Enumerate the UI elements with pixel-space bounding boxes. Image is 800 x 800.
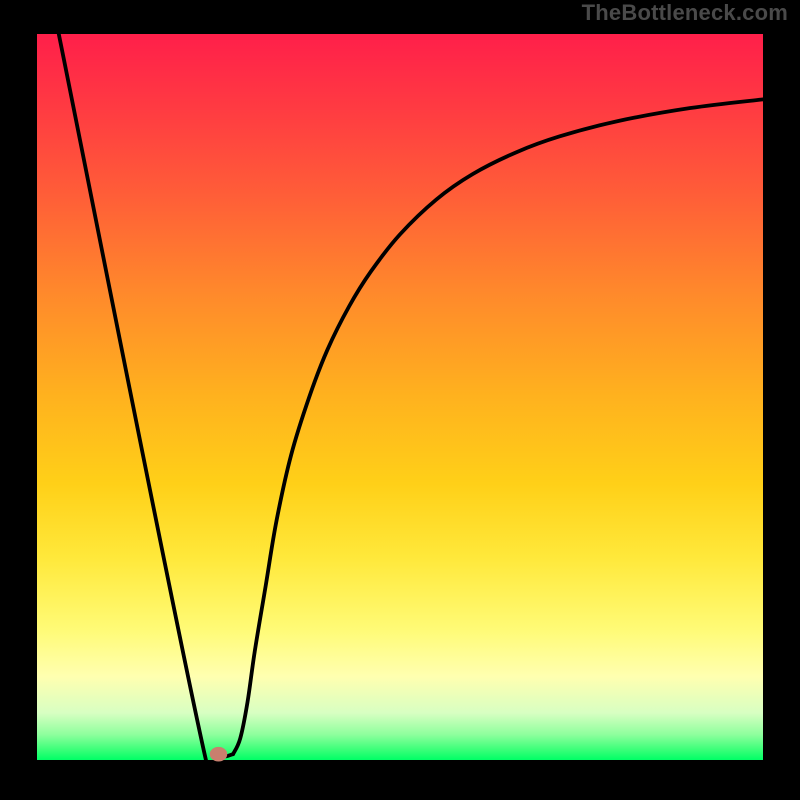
chart-stage: TheBottleneck.com [0,0,800,800]
bottleneck-curve [37,34,763,760]
plot-area [37,34,763,760]
right-asymptote-curve [233,99,763,754]
minimum-marker [210,747,227,762]
left-descent-line [59,34,233,800]
attribution-watermark: TheBottleneck.com [582,0,788,26]
